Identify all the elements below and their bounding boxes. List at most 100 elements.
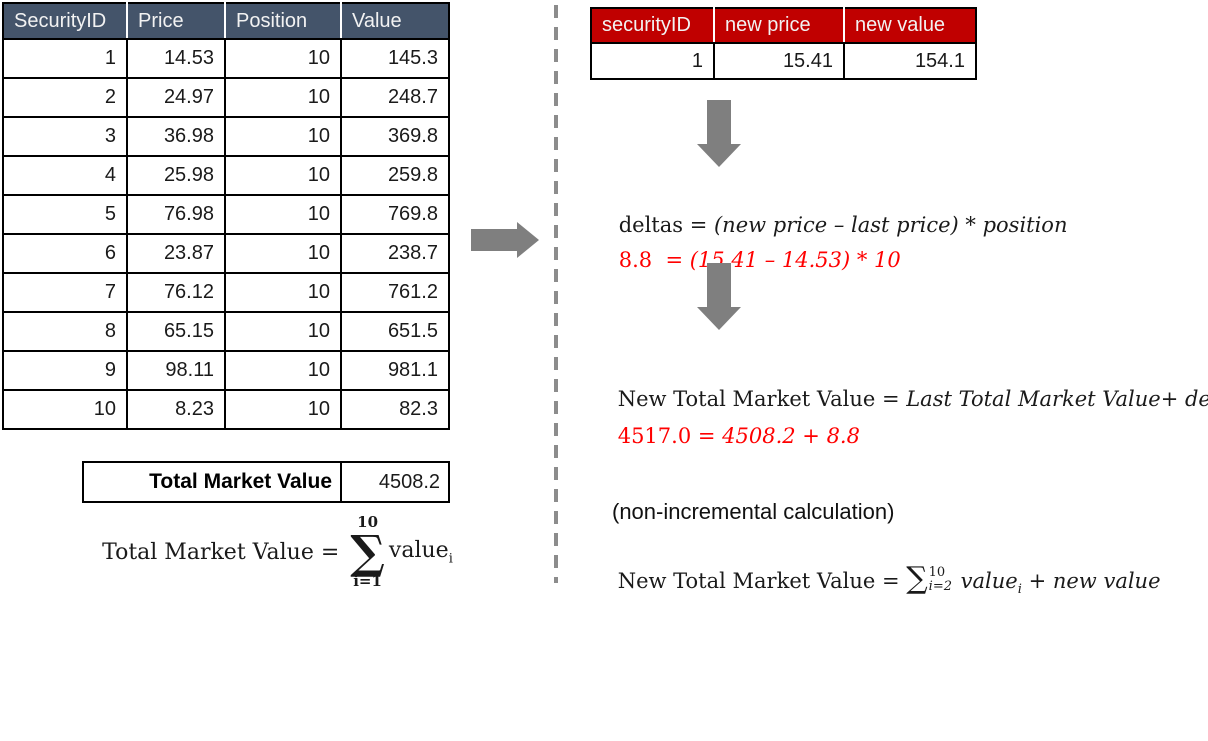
cell-new-securityid: 1 bbox=[590, 42, 715, 80]
sum-upper-limit: 10 bbox=[357, 513, 379, 532]
new-total-lhs: New Total Market Value = bbox=[617, 387, 907, 411]
dashed-divider bbox=[554, 5, 558, 583]
new-total-example: 4517.0 = 4508.2 + 8.8 bbox=[591, 400, 860, 472]
table-row: 2 24.97 10 248.7 bbox=[2, 77, 450, 118]
total-market-value-table: Total Market Value 4508.2 bbox=[82, 461, 450, 503]
cell-price: 65.15 bbox=[126, 311, 226, 352]
inline-summation-symbol: ∑ 10 i=2 bbox=[906, 564, 954, 594]
cell-value: 769.8 bbox=[340, 194, 450, 235]
cell-position: 10 bbox=[224, 350, 342, 391]
cell-value: 761.2 bbox=[340, 272, 450, 313]
flow-down-arrow-2-icon bbox=[697, 263, 741, 330]
positions-table: SecurityID Price Position Value 1 14.53 … bbox=[2, 2, 450, 430]
table-row: 6 23.87 10 238.7 bbox=[2, 233, 450, 274]
deltas-formula: deltas = (new price – last price) * posi… bbox=[592, 189, 1068, 261]
sum-lower-limit: i=1 bbox=[353, 572, 382, 591]
cell-value: 651.5 bbox=[340, 311, 450, 352]
arrow-shaft bbox=[707, 100, 731, 144]
arrow-shaft bbox=[707, 263, 731, 307]
deltas-example-rhs: (15.41 – 14.53) * 10 bbox=[689, 248, 901, 272]
total-market-value-formula: Total Market Value = 10 ∑ i=1 valuei bbox=[90, 504, 465, 600]
non-incremental-term: valuei + new value bbox=[960, 569, 1161, 598]
update-table: securityID new price new value 1 15.41 1… bbox=[590, 7, 977, 80]
arrow-head bbox=[697, 307, 741, 330]
cell-value: 981.1 bbox=[340, 350, 450, 391]
cell-value: 259.8 bbox=[340, 155, 450, 196]
cell-price: 36.98 bbox=[126, 116, 226, 157]
arrow-head bbox=[517, 222, 539, 258]
header-new-price: new price bbox=[713, 8, 844, 44]
cell-securityid: 6 bbox=[2, 233, 128, 274]
new-total-example-lhs: 4517.0 = bbox=[617, 424, 723, 448]
cell-position: 10 bbox=[224, 194, 342, 235]
table-row: 3 36.98 10 369.8 bbox=[2, 116, 450, 157]
table-row: 1 14.53 10 145.3 bbox=[2, 38, 450, 79]
cell-price: 76.12 bbox=[126, 272, 226, 313]
table-row: 1 15.41 154.1 bbox=[590, 42, 977, 80]
cell-new-price: 15.41 bbox=[713, 42, 845, 80]
sigma-icon: ∑ bbox=[906, 561, 928, 596]
header-new-value: new value bbox=[843, 8, 976, 44]
deltas-lhs: deltas = bbox=[618, 213, 714, 237]
header-new-securityid: securityID bbox=[591, 8, 714, 44]
cell-price: 76.98 bbox=[126, 194, 226, 235]
sum-upper-limit: 10 bbox=[928, 565, 946, 581]
cell-position: 10 bbox=[224, 311, 342, 352]
formula-lhs: Total Market Value = bbox=[102, 539, 347, 565]
cell-price: 14.53 bbox=[126, 38, 226, 79]
cell-securityid: 7 bbox=[2, 272, 128, 313]
cell-price: 98.11 bbox=[126, 350, 226, 391]
cell-position: 10 bbox=[224, 233, 342, 274]
positions-table-header-row: SecurityID Price Position Value bbox=[3, 3, 449, 40]
cell-price: 25.98 bbox=[126, 155, 226, 196]
new-total-example-rhs: 4508.2 + 8.8 bbox=[722, 424, 860, 448]
cell-securityid: 1 bbox=[2, 38, 128, 79]
cell-position: 10 bbox=[224, 272, 342, 313]
flow-right-arrow-icon bbox=[471, 222, 539, 258]
table-row: 7 76.12 10 761.2 bbox=[2, 272, 450, 313]
sigma-icon: ∑ bbox=[350, 524, 385, 579]
total-market-value-label: Total Market Value bbox=[82, 461, 342, 503]
header-securityid: SecurityID bbox=[3, 3, 127, 40]
cell-value: 369.8 bbox=[340, 116, 450, 157]
new-total-rhs: Last Total Market Value+ deltas bbox=[906, 387, 1208, 411]
cell-position: 10 bbox=[224, 38, 342, 79]
cell-position: 10 bbox=[224, 155, 342, 196]
total-market-value-row: Total Market Value 4508.2 bbox=[82, 461, 450, 503]
arrow-shaft bbox=[471, 229, 517, 251]
update-table-header-row: securityID new price new value bbox=[591, 8, 976, 44]
deltas-example: 8.8 = (15.41 – 14.53) * 10 bbox=[592, 224, 901, 296]
cell-securityid: 5 bbox=[2, 194, 128, 235]
formula-term: valuei bbox=[388, 537, 453, 567]
cell-value: 238.7 bbox=[340, 233, 450, 274]
cell-price: 8.23 bbox=[126, 389, 226, 430]
cell-position: 10 bbox=[224, 77, 342, 118]
non-incremental-formula: New Total Market Value = ∑ 10 i=2 valuei +… bbox=[591, 540, 1161, 621]
cell-securityid: 10 bbox=[2, 389, 128, 430]
deltas-example-lhs: 8.8 = bbox=[618, 248, 690, 272]
arrow-head bbox=[697, 144, 741, 167]
cell-value: 145.3 bbox=[340, 38, 450, 79]
cell-value: 82.3 bbox=[340, 389, 450, 430]
non-incremental-note: (non-incremental calculation) bbox=[612, 499, 895, 524]
table-row: 9 98.11 10 981.1 bbox=[2, 350, 450, 391]
cell-securityid: 8 bbox=[2, 311, 128, 352]
cell-price: 23.87 bbox=[126, 233, 226, 274]
cell-position: 10 bbox=[224, 389, 342, 430]
table-row: 10 8.23 10 82.3 bbox=[2, 389, 450, 430]
cell-securityid: 9 bbox=[2, 350, 128, 391]
header-value: Value bbox=[340, 3, 449, 40]
table-row: 4 25.98 10 259.8 bbox=[2, 155, 450, 196]
table-row: 5 76.98 10 769.8 bbox=[2, 194, 450, 235]
non-incremental-lhs: New Total Market Value = bbox=[617, 569, 907, 593]
new-total-formula: New Total Market Value = Last Total Mark… bbox=[591, 363, 1208, 435]
cell-value: 248.7 bbox=[340, 77, 450, 118]
deltas-rhs: (new price – last price) * position bbox=[713, 213, 1068, 237]
summation-symbol: 10 ∑ i=1 bbox=[350, 514, 385, 589]
flow-down-arrow-1-icon bbox=[697, 100, 741, 167]
cell-price: 24.97 bbox=[126, 77, 226, 118]
cell-securityid: 2 bbox=[2, 77, 128, 118]
cell-position: 10 bbox=[224, 116, 342, 157]
sum-lower-limit: i=2 bbox=[928, 579, 952, 594]
